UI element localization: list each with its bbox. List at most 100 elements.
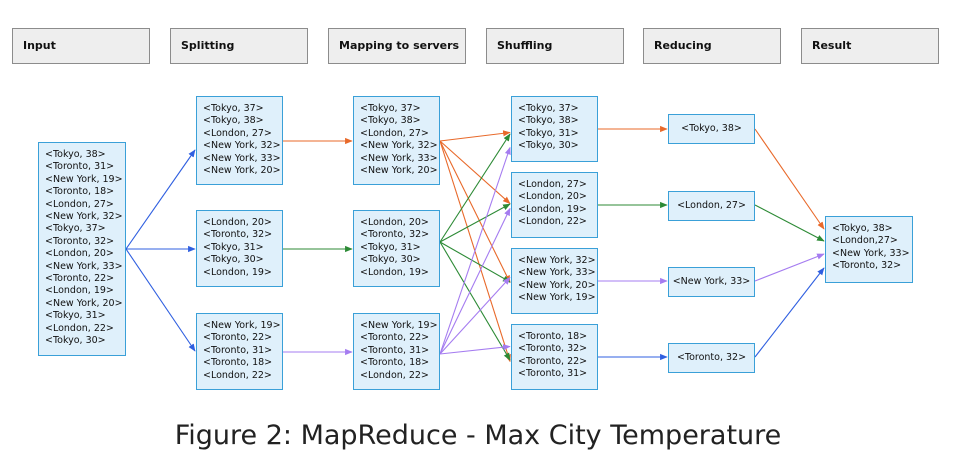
reduce-value: <New York, 33> (672, 275, 751, 287)
split-line: <London, 19> (203, 266, 272, 278)
result-line: <Tokyo, 38> (832, 223, 893, 234)
split-line: <Tokyo, 38> (203, 115, 264, 127)
arrow-reduce-tokyo-to-result (754, 128, 825, 230)
arrow-map1-to-shuffle (439, 130, 511, 142)
map-box-1: <Tokyo, 37> <Tokyo, 38> <London, 27> <Ne… (353, 96, 440, 185)
stage-header-result: Result (801, 28, 939, 64)
result-line: <New York, 33> (832, 247, 910, 259)
figure-caption: Figure 2: MapReduce - Max City Temperatu… (174, 420, 782, 451)
reduce-value: <London, 27> (677, 199, 746, 211)
map-line: <Tokyo, 37> (360, 103, 421, 114)
reduce-box-newyork: <New York, 33> (668, 267, 755, 297)
map-box-3: <New York, 19> <Toronto, 22> <Toronto, 3… (353, 313, 440, 390)
split-line: <London, 22> (203, 369, 272, 381)
split-line: <Toronto, 32> (203, 229, 273, 241)
input-line: <London, 19> (45, 285, 114, 297)
reduce-box-toronto: <Toronto, 32> (668, 343, 755, 373)
arrow-reduce-toronto-to-result (754, 267, 825, 358)
split-line: <New York, 20> (203, 165, 281, 177)
map-line: <New York, 20> (360, 165, 438, 177)
shuffle-line: <London, 20> (518, 191, 587, 203)
input-line: <Tokyo, 30> (45, 335, 106, 347)
stage-header-mapping: Mapping to servers (328, 28, 466, 64)
map-line: <London, 19> (360, 266, 429, 278)
map-box-2: <London, 20> <Toronto, 32> <Tokyo, 31> <… (353, 210, 440, 287)
map-line: <Tokyo, 31> (360, 241, 421, 253)
stage-header-splitting: Splitting (170, 28, 308, 64)
split-line: <Tokyo, 37> (203, 103, 264, 114)
input-line: <Toronto, 31> (45, 161, 115, 173)
shuffle-line: <London, 22> (518, 216, 587, 228)
input-line: <London, 22> (45, 322, 114, 334)
shuffle-line: <Toronto, 18> (518, 331, 588, 342)
split-line: <Toronto, 22> (203, 332, 273, 344)
stage-header-shuffling: Shuffling (486, 28, 624, 64)
split-box-2: <London, 20> <Toronto, 32> <Tokyo, 31> <… (196, 210, 283, 287)
shuffle-line: <London, 27> (518, 179, 587, 190)
input-line: <New York, 19> (45, 173, 123, 185)
arrow-reduce-newyork-to-result (754, 253, 825, 282)
map-line: <New York, 32> (360, 140, 438, 152)
split-box-1: <Tokyo, 37> <Tokyo, 38> <London, 27> <Ne… (196, 96, 283, 185)
shuffle-line: <New York, 19> (518, 292, 596, 304)
arrow-map3-to-shuffle (439, 344, 511, 355)
shuffle-line: <New York, 20> (518, 279, 596, 291)
shuffle-line: <Tokyo, 31> (518, 127, 579, 139)
shuffle-box-toronto: <Toronto, 18> <Toronto, 32> <Toronto, 22… (511, 324, 598, 390)
map-line: <Toronto, 31> (360, 344, 430, 356)
stage-header-reducing: Reducing (643, 28, 781, 64)
split-line: <Toronto, 18> (203, 357, 273, 369)
shuffle-line: <Toronto, 22> (518, 355, 588, 367)
input-line: <London, 20> (45, 248, 114, 260)
map-line: <London, 27> (360, 127, 429, 139)
reduce-box-london: <London, 27> (668, 191, 755, 221)
arrow-map1-to-shuffle (439, 140, 511, 284)
arrow-map2-to-shuffle (439, 241, 511, 361)
shuffle-line: <Toronto, 31> (518, 368, 588, 380)
map-line: <Tokyo, 30> (360, 254, 421, 266)
input-line: <Toronto, 22> (45, 273, 115, 285)
split-line: <London, 20> (203, 217, 272, 228)
input-line: <Tokyo, 37> (45, 223, 106, 235)
reduce-value: <Toronto, 32> (676, 351, 747, 363)
input-line: <Toronto, 32> (45, 235, 115, 247)
split-line: <Toronto, 31> (203, 344, 273, 356)
map-line: <London, 20> (360, 217, 429, 228)
result-box: <Tokyo, 38> <London,27> <New York, 33> <… (825, 216, 913, 283)
reduce-box-tokyo: <Tokyo, 38> (668, 114, 755, 144)
reduce-value: <Tokyo, 38> (681, 122, 742, 134)
arrow-input-to-split-3 (125, 248, 196, 352)
shuffle-box-london: <London, 27> <London, 20> <London, 19> <… (511, 172, 598, 238)
shuffle-line: <London, 19> (518, 203, 587, 215)
arrow-map3-to-shuffle (439, 276, 511, 355)
split-box-3: <New York, 19> <Toronto, 22> <Toronto, 3… (196, 313, 283, 390)
result-line: <London,27> (832, 235, 898, 247)
input-line: <Tokyo, 31> (45, 310, 106, 322)
map-line: <London, 22> (360, 369, 429, 381)
split-line: <Tokyo, 31> (203, 241, 264, 253)
arrow-map1-to-shuffle (439, 140, 511, 205)
arrow-map3-to-shuffle (439, 146, 511, 355)
shuffle-box-newyork: <New York, 32> <New York, 33> <New York,… (511, 248, 598, 314)
input-line: <London, 27> (45, 198, 114, 210)
map-line: <Toronto, 32> (360, 229, 430, 241)
arrow-map3-to-shuffle (439, 207, 511, 355)
map-line: <Toronto, 18> (360, 357, 430, 369)
shuffle-line: <Tokyo, 30> (518, 140, 579, 152)
shuffle-line: <Tokyo, 38> (518, 115, 579, 127)
arrow-input-to-split-1 (125, 149, 196, 250)
input-line: <New York, 20> (45, 297, 123, 309)
split-line: <Tokyo, 30> (203, 254, 264, 266)
input-line: <Toronto, 18> (45, 186, 115, 198)
arrow-reduce-london-to-result (754, 204, 825, 242)
input-box: <Tokyo, 38> <Toronto, 31> <New York, 19>… (38, 142, 126, 356)
map-line: <Tokyo, 38> (360, 115, 421, 127)
map-line: <Toronto, 22> (360, 332, 430, 344)
arrow-map2-to-shuffle (439, 241, 511, 283)
map-line: <New York, 33> (360, 152, 438, 164)
result-line: <Toronto, 32> (832, 260, 902, 272)
input-line: <New York, 32> (45, 211, 123, 223)
shuffle-line: <Toronto, 32> (518, 343, 588, 355)
split-line: <London, 27> (203, 127, 272, 139)
